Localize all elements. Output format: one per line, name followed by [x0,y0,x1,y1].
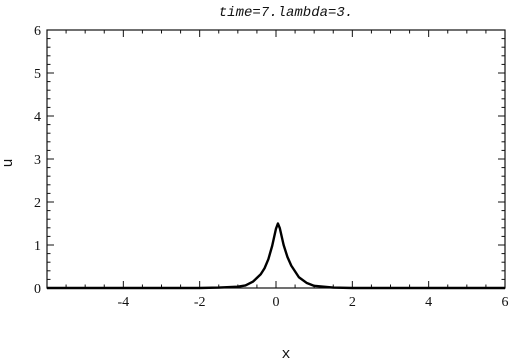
x-tick-label: 2 [349,295,356,310]
x-tick-label: -2 [194,295,206,310]
y-tick-label: 0 [34,282,41,297]
y-axis-label: u [0,158,17,167]
y-tick-label: 1 [34,239,41,254]
chart-title: time=7.lambda=3. [219,5,353,21]
x-axis-label: x [281,346,290,363]
x-tick-label: 6 [502,295,509,310]
y-tick-label: 6 [34,24,41,39]
y-tick-label: 5 [34,67,41,82]
y-tick-label: 4 [34,110,41,125]
series-line [47,222,505,290]
y-tick-label: 3 [34,153,41,168]
y-tick-label: 2 [34,196,41,211]
x-tick-label: 4 [425,295,432,310]
tick-group: -4 -2 0 2 4 6 0 1 2 3 4 5 6 [34,24,509,310]
x-tick-label: 0 [273,295,280,310]
x-tick-label: -4 [117,295,129,310]
plot-frame [46,29,506,289]
